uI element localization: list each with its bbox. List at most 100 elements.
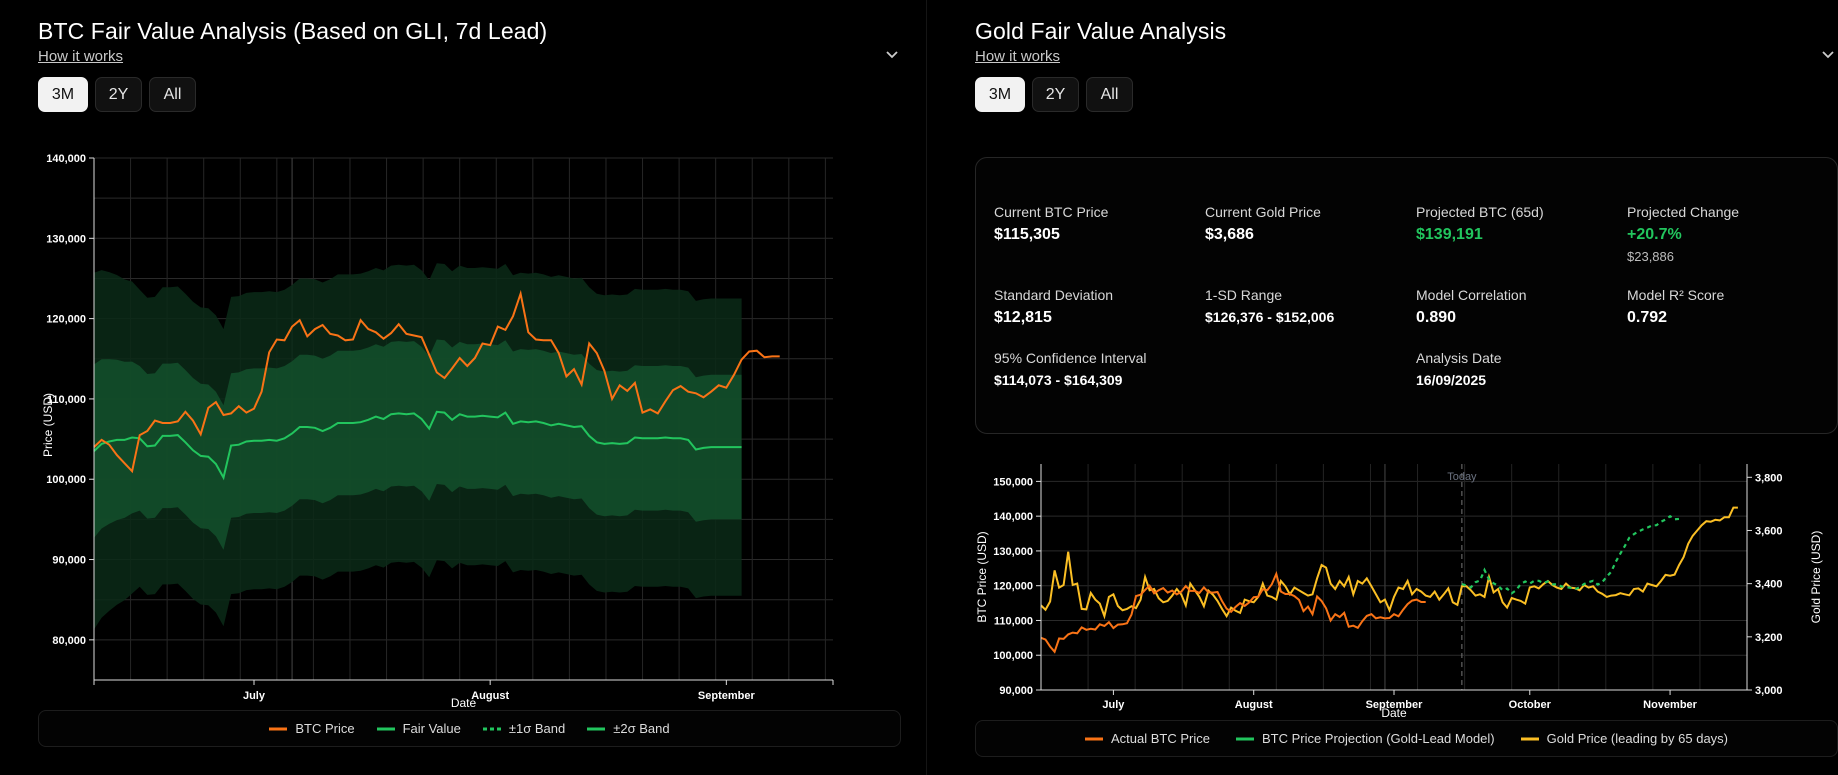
y-tick-label: 100,000 <box>993 650 1033 662</box>
y2-axis-label: Gold Price (USD) <box>1809 531 1823 624</box>
x-tick-label: August <box>471 690 509 702</box>
y-tick-label: 140,000 <box>993 511 1033 523</box>
x-axis-label: Date <box>451 696 477 710</box>
fair-value-line <box>93 410 742 481</box>
stat-value: +20.7% <box>1627 226 1682 243</box>
y-tick-label: 100,000 <box>46 474 86 486</box>
y2-tick-label: 3,200 <box>1755 632 1783 644</box>
stat-value: $139,191 <box>1416 226 1483 243</box>
y-tick-label: 90,000 <box>999 685 1033 697</box>
panel-title: Gold Fair Value Analysis <box>975 18 1227 44</box>
stat-projected-btc: Projected BTC (65d) $139,191 <box>1416 204 1616 244</box>
legend-swatch-2sigma <box>587 727 606 730</box>
legend-2sigma-band[interactable]: ±2σ Band <box>587 721 670 736</box>
x-tick-label: August <box>1235 699 1273 711</box>
y-tick-label: 90,000 <box>52 555 86 567</box>
legend-gold-price[interactable]: Gold Price (leading by 65 days) <box>1520 731 1728 746</box>
legend-fair-value[interactable]: Fair Value <box>376 721 461 736</box>
stat-label: Projected Change <box>1627 204 1740 220</box>
y2-tick-label: 3,000 <box>1755 685 1783 697</box>
y-tick-label: 130,000 <box>46 233 86 245</box>
stat-label: Analysis Date <box>1416 350 1502 366</box>
stat-label: 95% Confidence Interval <box>994 350 1147 366</box>
x-tick-label: October <box>1509 699 1552 711</box>
gold-btc-projection-chart: Today 90,000 100,000 110,000 120,000 130,000 1… <box>975 464 1823 720</box>
x-tick-label: September <box>1366 699 1424 711</box>
legend-btc-price[interactable]: BTC Price <box>269 721 355 736</box>
legend-swatch-projection <box>1235 737 1254 740</box>
range-button-all[interactable]: All <box>149 77 196 112</box>
legend-label: ±1σ Band <box>508 721 566 736</box>
legend-label: BTC Price Projection (Gold-Lead Model) <box>1261 731 1495 746</box>
how-it-works-link[interactable]: How it works <box>38 48 124 65</box>
legend-label: ±2σ Band <box>613 721 670 736</box>
legend-label: Fair Value <box>402 721 461 736</box>
how-it-works-link[interactable]: How it works <box>975 48 1061 65</box>
legend-1sigma-band[interactable]: ±1σ Band <box>482 721 566 736</box>
stat-current-btc: Current BTC Price $115,305 <box>994 204 1194 244</box>
legend-btc-projection[interactable]: BTC Price Projection (Gold-Lead Model) <box>1235 731 1495 746</box>
legend-actual-btc[interactable]: Actual BTC Price <box>1084 731 1210 746</box>
stat-value: $3,686 <box>1205 226 1254 243</box>
stat-r2-score: Model R² Score 0.792 <box>1627 287 1827 327</box>
y2-tick-label: 3,600 <box>1755 525 1783 537</box>
y-tick-label: 80,000 <box>52 635 86 647</box>
stats-card: Current BTC Price $115,305 Current Gold … <box>975 157 1838 434</box>
stat-label: Model Correlation <box>1416 287 1527 303</box>
y-axis-label: BTC Price (USD) <box>975 531 989 622</box>
stat-value: 16/09/2025 <box>1416 372 1487 388</box>
y-tick-label: 110,000 <box>47 394 86 406</box>
stat-label: Current BTC Price <box>994 204 1109 220</box>
stat-confidence-interval: 95% Confidence Interval $114,073 - $164,… <box>994 350 1294 388</box>
btc-fair-value-panel: BTC Fair Value Analysis (Based on GLI, 7… <box>0 0 917 775</box>
y-tick-label: 110,000 <box>994 615 1033 627</box>
stat-label: Projected BTC (65d) <box>1416 204 1544 220</box>
legend-label: BTC Price <box>295 721 355 736</box>
panel-divider <box>926 0 927 775</box>
chart-legend: Actual BTC Price BTC Price Projection (G… <box>975 720 1838 757</box>
range-button-3m[interactable]: 3M <box>38 77 88 112</box>
stat-model-correlation: Model Correlation 0.890 <box>1416 287 1616 327</box>
y-tick-label: 120,000 <box>46 314 86 326</box>
legend-label: Actual BTC Price <box>1110 731 1210 746</box>
legend-swatch-1sigma <box>482 727 501 730</box>
stat-value: 0.890 <box>1416 309 1457 326</box>
today-label: Today <box>1447 471 1477 483</box>
range-button-3m[interactable]: 3M <box>975 77 1025 112</box>
panel-title: BTC Fair Value Analysis (Based on GLI, 7… <box>38 18 548 44</box>
x-tick-label: November <box>1643 699 1698 711</box>
legend-swatch-gold <box>1520 737 1539 740</box>
grid <box>1040 464 1747 691</box>
stat-analysis-date: Analysis Date 16/09/2025 <box>1416 350 1616 388</box>
sigma1-band <box>94 339 742 550</box>
x-tick-label: July <box>243 690 266 702</box>
range-button-2y[interactable]: 2Y <box>1032 77 1079 112</box>
x-tick-label: July <box>1102 699 1125 711</box>
y-axis-label: Price (USD) <box>41 393 55 457</box>
btc-price-line <box>93 289 780 474</box>
btc-fair-value-chart: 80,000 90,000 100,000 110,000 120,000 130,000… <box>41 153 834 710</box>
legend-label: Gold Price (leading by 65 days) <box>1546 731 1728 746</box>
stat-standard-deviation: Standard Deviation $12,815 <box>994 287 1194 327</box>
stat-value: $12,815 <box>994 309 1052 326</box>
chevron-down-icon[interactable] <box>884 49 900 61</box>
chart-legend: BTC Price Fair Value ±1σ Band ±2σ Band <box>38 710 901 747</box>
range-button-2y[interactable]: 2Y <box>95 77 142 112</box>
y-tick-label: 120,000 <box>993 581 1033 593</box>
y-tick-label: 140,000 <box>46 153 86 165</box>
stat-projected-change: Projected Change +20.7% $23,886 <box>1627 204 1827 264</box>
x-tick-label: September <box>698 690 756 702</box>
stat-value: $115,305 <box>994 226 1060 243</box>
actual-btc-line <box>1040 570 1426 654</box>
stat-current-gold: Current Gold Price $3,686 <box>1205 204 1405 244</box>
stat-1sd-range: 1-SD Range $126,376 - $152,006 <box>1205 287 1405 325</box>
stat-label: Model R² Score <box>1627 287 1725 303</box>
y2-tick-label: 3,800 <box>1755 472 1783 484</box>
y-tick-label: 130,000 <box>993 546 1033 558</box>
chevron-down-icon[interactable] <box>1820 49 1836 61</box>
stat-value: 0.792 <box>1627 309 1668 326</box>
range-button-all[interactable]: All <box>1086 77 1133 112</box>
stat-value: $126,376 - $152,006 <box>1205 309 1335 325</box>
stat-label: 1-SD Range <box>1205 287 1283 303</box>
y-tick-label: 150,000 <box>993 476 1033 488</box>
